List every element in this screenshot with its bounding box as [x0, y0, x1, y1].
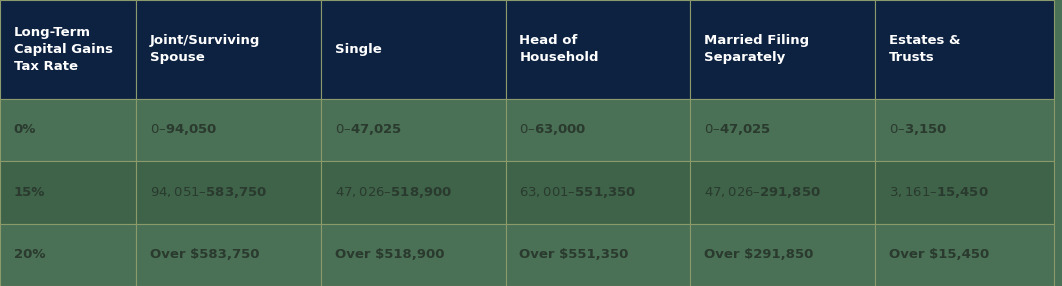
Text: $47,026–$518,900: $47,026–$518,900	[335, 185, 451, 200]
Text: 20%: 20%	[14, 248, 46, 261]
Text: 15%: 15%	[14, 186, 46, 199]
Text: Joint/Surviving
Spouse: Joint/Surviving Spouse	[150, 34, 260, 64]
Bar	[0, 99, 136, 161]
Text: Over $291,850: Over $291,850	[704, 248, 813, 261]
Text: Over $583,750: Over $583,750	[150, 248, 259, 261]
Bar	[506, 0, 690, 99]
Bar	[136, 99, 321, 161]
Bar	[321, 224, 506, 286]
Bar	[321, 99, 506, 161]
Text: Over $518,900: Over $518,900	[335, 248, 444, 261]
Bar	[136, 0, 321, 99]
Text: $0–$47,025: $0–$47,025	[704, 122, 771, 137]
Text: $47,026–$291,850: $47,026–$291,850	[704, 185, 821, 200]
Bar	[506, 161, 690, 224]
Bar	[875, 99, 1054, 161]
Text: Head of
Household: Head of Household	[519, 34, 599, 64]
Text: Single: Single	[335, 43, 381, 56]
Bar	[875, 161, 1054, 224]
Text: Over $15,450: Over $15,450	[889, 248, 989, 261]
Bar	[321, 0, 506, 99]
Bar	[875, 0, 1054, 99]
Text: Over $551,350: Over $551,350	[519, 248, 629, 261]
Bar	[136, 161, 321, 224]
Text: $0–$63,000: $0–$63,000	[519, 122, 587, 137]
Bar	[690, 99, 875, 161]
Bar	[0, 0, 136, 99]
Bar	[690, 224, 875, 286]
Text: 0%: 0%	[14, 123, 36, 136]
Text: $0–$94,050: $0–$94,050	[150, 122, 218, 137]
Text: Estates &
Trusts: Estates & Trusts	[889, 34, 960, 64]
Bar	[0, 224, 136, 286]
Bar	[875, 224, 1054, 286]
Text: $63,001–$551,350: $63,001–$551,350	[519, 185, 636, 200]
Bar	[136, 224, 321, 286]
Bar	[0, 161, 136, 224]
Bar	[506, 99, 690, 161]
Bar	[690, 0, 875, 99]
Text: $0–$47,025: $0–$47,025	[335, 122, 401, 137]
Text: $0–$3,150: $0–$3,150	[889, 122, 947, 137]
Text: $3,161–$15,450: $3,161–$15,450	[889, 185, 989, 200]
Text: Long-Term
Capital Gains
Tax Rate: Long-Term Capital Gains Tax Rate	[14, 26, 113, 73]
Bar	[321, 161, 506, 224]
Bar	[506, 224, 690, 286]
Text: $94,051–$583,750: $94,051–$583,750	[150, 185, 267, 200]
Bar	[690, 161, 875, 224]
Text: Married Filing
Separately: Married Filing Separately	[704, 34, 809, 64]
